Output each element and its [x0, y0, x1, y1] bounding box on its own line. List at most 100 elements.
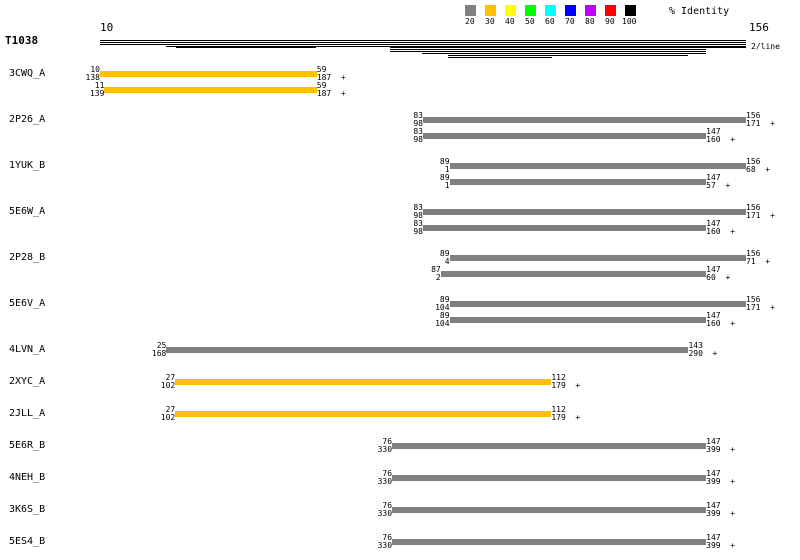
- query-end: 147: [706, 469, 721, 478]
- legend-label: 60: [545, 17, 555, 26]
- target-start: 139: [89, 89, 105, 98]
- legend-swatch: [565, 5, 576, 16]
- target-start: 2: [435, 273, 441, 282]
- hit-name: 5E6R_B: [9, 440, 46, 451]
- target-end: 68 +: [746, 165, 771, 174]
- target-end: 399 +: [706, 445, 736, 454]
- hit-name: 4NEH_B: [9, 472, 46, 483]
- target-end: 160 +: [706, 227, 736, 236]
- alignment-bar: [449, 317, 707, 323]
- legend-swatch: [485, 5, 496, 16]
- legend-label: 30: [485, 17, 495, 26]
- hit-name: 5E6V_A: [9, 298, 46, 309]
- query-end: 147: [706, 219, 721, 228]
- legend-label: 90: [605, 17, 615, 26]
- legend-label: 100: [622, 17, 637, 26]
- alignment-bar: [449, 255, 746, 261]
- alignment-bar: [449, 179, 707, 185]
- hit-name: 3K6S_B: [9, 504, 46, 515]
- target-start: 104: [435, 319, 450, 328]
- target-start: 98: [413, 211, 423, 220]
- target-start: 330: [377, 445, 393, 454]
- query-start: 89: [439, 173, 450, 182]
- legend-label: 80: [585, 17, 595, 26]
- query-start: 25: [156, 341, 167, 350]
- target-end: 179 +: [551, 413, 581, 422]
- query-start: 89: [439, 249, 450, 258]
- query-start: 89: [439, 311, 450, 320]
- lines-per-row-label: 2/line: [751, 42, 780, 51]
- legend-swatch: [605, 5, 616, 16]
- hit-name: 1YUK_B: [9, 160, 46, 171]
- target-end: 57 +: [706, 181, 731, 190]
- query-end: 156: [746, 295, 761, 304]
- query-start: 76: [382, 501, 393, 510]
- target-end: 71 +: [746, 257, 771, 266]
- query-end: 147: [706, 127, 721, 136]
- alignment-bar: [423, 117, 746, 123]
- query-end: 59: [316, 81, 327, 90]
- target-end: 399 +: [706, 477, 736, 486]
- target-start: 102: [160, 381, 176, 390]
- target-end: 187 +: [316, 73, 346, 82]
- legend-swatch: [545, 5, 556, 16]
- query-end: 112: [551, 373, 566, 382]
- alignment-bar: [440, 271, 707, 277]
- target-end: 171 +: [746, 119, 775, 128]
- hit-name: 3CWQ_A: [9, 68, 46, 79]
- query-start: 83: [413, 203, 423, 212]
- target-start: 98: [413, 135, 423, 144]
- query-end: 156: [746, 111, 761, 120]
- coverage-line: [390, 51, 706, 52]
- query-end: 156: [746, 249, 761, 258]
- target-start: 168: [151, 349, 167, 358]
- alignment-bar: [423, 133, 707, 139]
- query-start: 83: [413, 219, 423, 228]
- legend-swatch: [465, 5, 476, 16]
- target-end: 399 +: [706, 509, 736, 518]
- coverage-line: [448, 57, 552, 58]
- query-end: 143: [688, 341, 703, 350]
- hit-name: 2XYC_A: [9, 376, 46, 387]
- target-start: 138: [85, 73, 100, 82]
- query-start: 76: [382, 437, 393, 446]
- target-start: 104: [435, 303, 450, 312]
- coverage-line: [100, 44, 746, 45]
- target-end: 60 +: [706, 273, 731, 282]
- target-end: 290 +: [688, 349, 718, 358]
- query-end: 156: [746, 157, 761, 166]
- query-start: 87: [431, 265, 441, 274]
- alignment-bar: [449, 301, 746, 307]
- query-end: 147: [706, 533, 721, 542]
- alignment-bar: [175, 411, 552, 417]
- target-start: 330: [377, 509, 393, 518]
- alignment-bar: [392, 475, 707, 481]
- query-start: 83: [413, 111, 423, 120]
- coverage-line: [390, 49, 706, 50]
- target-start: 102: [160, 413, 176, 422]
- target-start: 98: [413, 119, 423, 128]
- coverage-line: [422, 53, 706, 54]
- query-end: 147: [706, 173, 721, 182]
- target-end: 171 +: [746, 303, 775, 312]
- target-start: 330: [377, 477, 393, 486]
- alignment-bar: [392, 443, 707, 449]
- query-name: T1038: [5, 34, 39, 47]
- alignment-bar: [166, 347, 689, 353]
- target-end: 179 +: [551, 381, 581, 390]
- target-end: 187 +: [316, 89, 346, 98]
- axis-start-label: 10: [100, 21, 114, 34]
- coverage-line: [448, 55, 688, 56]
- alignment-bar: [100, 71, 317, 77]
- legend-swatch: [505, 5, 516, 16]
- alignment-bar: [175, 379, 552, 385]
- hit-name: 2P28_B: [9, 252, 46, 263]
- coverage-line: [166, 46, 746, 47]
- query-start: 76: [382, 469, 393, 478]
- query-end: 147: [706, 501, 721, 510]
- query-end: 147: [706, 311, 721, 320]
- target-end: 171 +: [746, 211, 775, 220]
- query-start: 76: [382, 533, 393, 542]
- target-start: 1: [444, 165, 450, 174]
- query-end: 147: [706, 265, 721, 274]
